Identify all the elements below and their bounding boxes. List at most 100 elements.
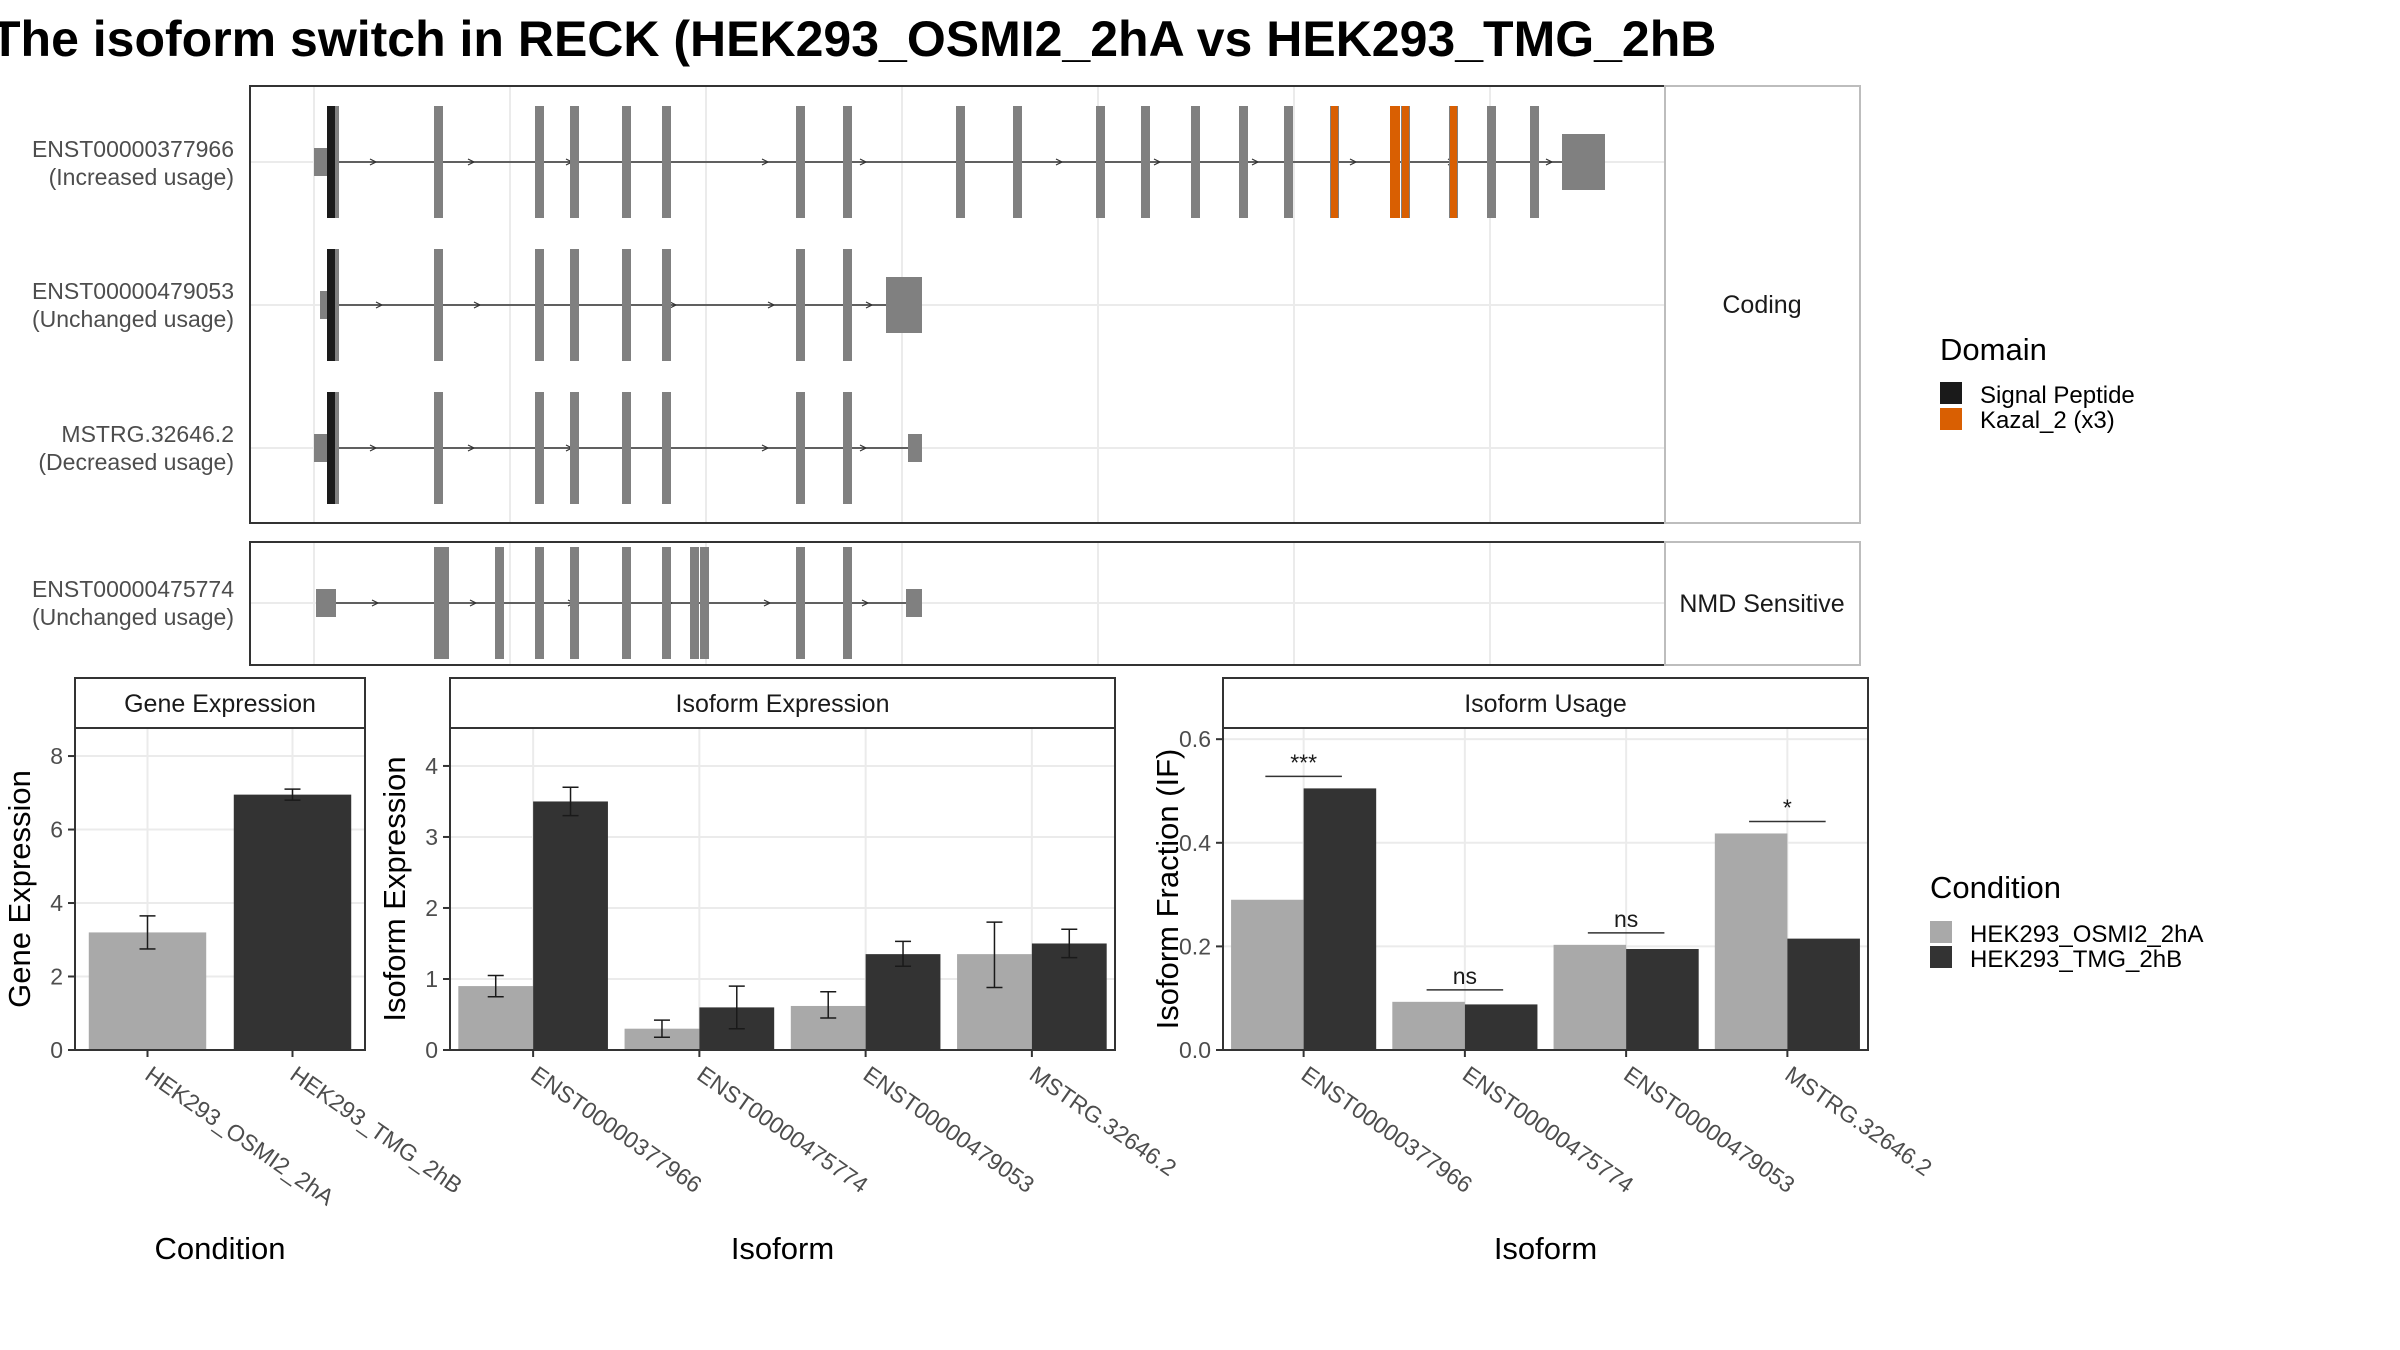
kazal-domain-block — [1450, 106, 1457, 218]
strand-arrow — [865, 301, 874, 309]
y-tick-label: 0.4 — [1179, 830, 1211, 856]
exon-block — [622, 392, 631, 504]
legend-label-signal-peptide: Signal Peptide — [1980, 382, 2135, 409]
kazal-domain-block — [1331, 106, 1338, 218]
utr-block — [906, 589, 922, 617]
y-axis-title: Isoform Expression — [377, 756, 412, 1021]
utr-block — [886, 277, 922, 333]
bar — [1231, 899, 1304, 1050]
transcript-usage-3: (Decreased usage) — [38, 449, 234, 475]
panel-strip-title: Isoform Expression — [676, 690, 890, 718]
exon-block — [1284, 106, 1293, 218]
exon-block — [1141, 106, 1150, 218]
significance-label: * — [1783, 794, 1792, 820]
x-axis-title: Isoform — [1494, 1231, 1597, 1266]
bar — [1464, 1004, 1538, 1050]
exon-block — [700, 547, 709, 659]
condition-legend: Condition HEK293_OSMI2_2hA HEK293_TMG_2h… — [1930, 870, 2203, 973]
utr-block — [320, 291, 330, 319]
x-tick-label: ENST00000479053 — [859, 1061, 1039, 1198]
legend-swatch-kazal — [1940, 408, 1962, 430]
significance-label: ns — [1614, 906, 1638, 932]
y-tick-label: 0.0 — [1179, 1037, 1211, 1063]
domain-legend-title: Domain — [1940, 332, 2047, 367]
exon-block — [796, 106, 805, 218]
exon-block — [796, 249, 805, 361]
utr-block — [314, 148, 330, 176]
exon-block — [622, 249, 631, 361]
signal-peptide-block — [327, 106, 335, 218]
bar — [1392, 1001, 1465, 1050]
bar — [1553, 944, 1627, 1050]
strand-arrow — [767, 301, 776, 309]
signal-peptide-block — [327, 249, 335, 361]
y-tick-label: 2 — [50, 964, 63, 990]
exon-block — [662, 547, 671, 659]
exon-block — [570, 106, 579, 218]
plot-border — [74, 727, 366, 1051]
strand-arrow — [859, 158, 868, 166]
y-tick-label: 2 — [425, 895, 438, 921]
bar — [1626, 948, 1699, 1050]
bar — [533, 801, 608, 1050]
bar — [624, 1028, 700, 1050]
x-tick-label: ENST00000377966 — [526, 1061, 706, 1198]
exon-block — [1096, 106, 1105, 218]
panel-strip — [74, 677, 366, 729]
bar — [1714, 833, 1788, 1050]
strand-arrow — [1153, 158, 1162, 166]
strand-arrow — [761, 444, 770, 452]
transcript-labels: ENST00000377966 (Increased usage) ENST00… — [32, 136, 234, 630]
y-axis-title: Isoform Fraction (IF) — [1150, 749, 1185, 1030]
y-tick-label: 1 — [425, 966, 438, 992]
x-tick-label: MSTRG.32646.2 — [1781, 1061, 1937, 1181]
exon-block — [843, 249, 852, 361]
exon-block — [796, 547, 805, 659]
utr-block — [316, 589, 336, 617]
y-tick-label: 0.6 — [1179, 726, 1211, 752]
exon-block — [535, 106, 544, 218]
strand-arrow — [1545, 158, 1554, 166]
strand-arrow — [469, 599, 478, 607]
strand-arrow — [1251, 158, 1260, 166]
exon-block — [662, 106, 671, 218]
legend-swatch-signal-peptide — [1940, 382, 1962, 404]
exon-block — [535, 249, 544, 361]
bar — [233, 794, 352, 1050]
significance-label: *** — [1290, 749, 1317, 775]
significance-label: ns — [1453, 963, 1477, 989]
x-axis-title: Condition — [155, 1231, 286, 1266]
exon-block — [1239, 106, 1248, 218]
exon-block — [662, 392, 671, 504]
exon-block — [662, 249, 671, 361]
figure-title: The isoform switch in RECK (HEK293_OSMI2… — [0, 11, 1716, 67]
y-axis-title: Gene Expression — [2, 770, 37, 1008]
strand-arrow — [473, 301, 482, 309]
panel-strip-title: Isoform Usage — [1464, 690, 1627, 718]
strand-arrow — [861, 599, 870, 607]
strand-arrow — [375, 301, 384, 309]
strand-arrow — [1055, 158, 1064, 166]
legend-label-osmi2: HEK293_OSMI2_2hA — [1970, 921, 2203, 948]
kazal-domain-block — [1402, 106, 1409, 218]
exon-block — [956, 106, 965, 218]
plot-border — [449, 727, 1116, 1051]
kazal-domain-block — [1390, 106, 1400, 218]
strand-arrow — [467, 444, 476, 452]
strand-arrow — [669, 301, 678, 309]
legend-swatch-tmg — [1930, 946, 1952, 968]
strand-arrow — [1349, 158, 1358, 166]
isoform-expression-panel: Isoform Expression01234ENST00000377966EN… — [377, 677, 1181, 1266]
strand-arrow — [369, 444, 378, 452]
y-tick-label: 3 — [425, 824, 438, 850]
strand-arrow — [761, 158, 770, 166]
x-tick-label: MSTRG.32646.2 — [1025, 1061, 1181, 1181]
y-tick-label: 4 — [50, 890, 63, 916]
transcript-id-4: ENST00000475774 — [32, 576, 234, 602]
exon-block — [622, 106, 631, 218]
exon-block — [570, 547, 579, 659]
exon-block — [570, 249, 579, 361]
bar — [1303, 788, 1377, 1050]
y-tick-label: 8 — [50, 743, 63, 769]
